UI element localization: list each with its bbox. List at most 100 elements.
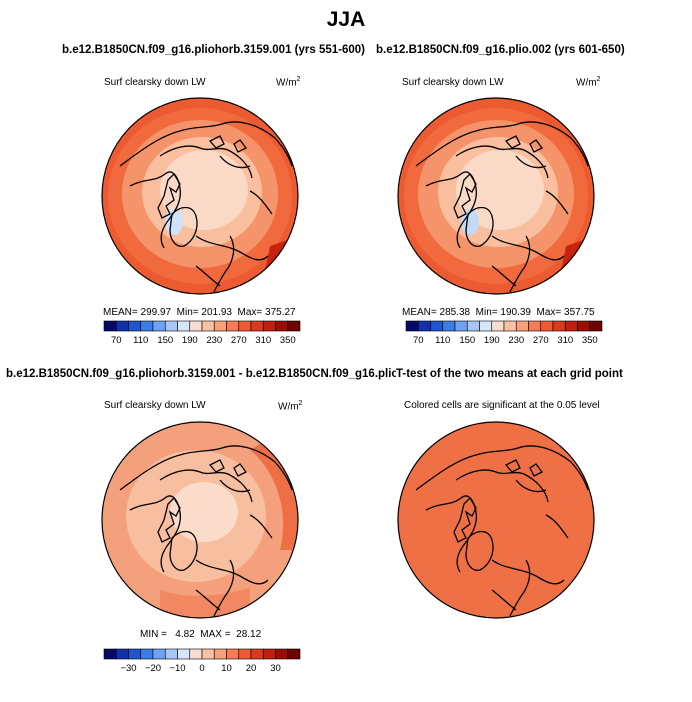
p3-field-south-warm	[160, 588, 250, 618]
p3-coastline-4	[169, 530, 198, 571]
p1-colorbar-box-1	[115, 320, 129, 332]
panel4-note: Colored cells are significant at the 0.0…	[404, 400, 600, 411]
p3-colorbar-box-10	[226, 648, 240, 660]
p1-colorbar-box-13	[262, 320, 276, 332]
panel2-colorbar: 70 110 150 190 230 270 310 350	[405, 320, 603, 346]
p1-colorbar-tick-label: 230	[206, 335, 222, 346]
p3-colorbar-box-0	[103, 648, 117, 660]
panel4-polar-map	[397, 421, 595, 619]
p3-colorbar-box-5	[164, 648, 178, 660]
p2-colorbar-box-4	[454, 320, 468, 332]
p1-colorbar-tick-label: 150	[157, 335, 173, 346]
p3-colorbar-box-13	[262, 648, 276, 660]
p1-colorbar-tick-label: 70	[111, 335, 122, 346]
panel3-variable-label: Surf clearsky down LW	[104, 400, 206, 411]
p3-colorbar-box-1	[115, 648, 129, 660]
p2-coastline-6	[515, 155, 569, 215]
p2-coastline-0	[415, 121, 589, 167]
panel1-colorbar: 70 110 150 190 230 270 310 350	[103, 320, 301, 346]
p2-colorbar-box-2	[430, 320, 444, 332]
p3-coastline-6	[219, 479, 273, 539]
p2-colorbar-box-15	[589, 320, 603, 332]
p1-colorbar-box-6	[177, 320, 191, 332]
p2-colorbar-tick-label: 150	[459, 335, 475, 346]
p2-coastline-4	[465, 206, 494, 247]
p1-colorbar-tick-label: 310	[255, 335, 271, 346]
p3-coastline-5	[195, 559, 269, 585]
p2-colorbar-box-14	[577, 320, 591, 332]
p1-field-greenland-low	[165, 209, 183, 235]
p2-coastline-5	[491, 235, 565, 261]
p1-coastline-7	[195, 235, 235, 293]
p1-colorbar-box-7	[189, 320, 203, 332]
p4-coastline-3	[453, 496, 477, 543]
p1-coastline-3	[157, 172, 181, 219]
p4-coastline-5	[491, 559, 565, 585]
figure-title: JJA	[326, 8, 366, 31]
panel3-colorbar: −30 −20 −10 0 10 20 30	[103, 648, 301, 674]
panel2-units: W/m2	[576, 76, 601, 89]
p3-coastline-8	[208, 459, 247, 477]
panel2-title: b.e12.B1850CN.f09_g16.plio.002 (yrs 601-…	[376, 44, 625, 56]
panel3-polar-map	[101, 421, 299, 619]
p1-colorbar-tick-label: 350	[280, 335, 296, 346]
p2-map-border	[397, 97, 595, 295]
panel3-stats: MIN = 4.82 MAX = 28.12	[140, 629, 262, 640]
p2-colorbar-box-8	[503, 320, 517, 332]
p1-colorbar-box-10	[226, 320, 240, 332]
p4-coastline-7	[491, 559, 531, 617]
p1-colorbar-box-9	[213, 320, 227, 332]
p3-coastline-0	[119, 445, 293, 491]
p1-colorbar-box-11	[238, 320, 252, 332]
p2-colorbar-box-12	[552, 320, 566, 332]
p2-colorbar-box-13	[564, 320, 578, 332]
panel2-stats: MEAN= 285.38 Min= 190.39 Max= 357.75	[402, 307, 595, 318]
p4-coastline-8	[504, 459, 543, 477]
panel4-title: T-test of the two means at each grid poi…	[396, 368, 623, 380]
p2-field-arctic-core	[456, 150, 544, 230]
p1-coastline-2	[129, 171, 182, 249]
p1-colorbar-box-15	[287, 320, 301, 332]
p3-colorbar-box-9	[213, 648, 227, 660]
p3-colorbar-box-6	[177, 648, 191, 660]
p1-colorbar-box-4	[152, 320, 166, 332]
p3-colorbar-tick-label: −10	[169, 663, 185, 674]
p3-colorbar-tick-label: 20	[246, 663, 257, 674]
p2-colorbar-tick-label: 190	[484, 335, 500, 346]
panel3-title: b.e12.B1850CN.f09_g16.pliohorb.3159.001 …	[6, 368, 421, 380]
p3-field-arctic-core	[170, 482, 238, 542]
p4-coastline-6	[515, 479, 569, 539]
p3-colorbar-box-3	[140, 648, 154, 660]
p1-colorbar-box-5	[164, 320, 178, 332]
p1-field-arctic-core	[160, 150, 248, 230]
p4-coastline-1	[455, 469, 549, 503]
p2-colorbar-tick-label: 70	[413, 335, 424, 346]
p1-coastline-4	[169, 206, 198, 247]
p4-map-border	[397, 421, 595, 619]
panel3-units: W/m2	[278, 400, 303, 413]
p2-colorbar-box-3	[442, 320, 456, 332]
p3-colorbar-box-12	[250, 648, 264, 660]
p2-field-greenland-low	[461, 209, 479, 235]
p1-coastline-0	[119, 121, 293, 167]
p2-colorbar-box-0	[405, 320, 419, 332]
p3-colorbar-tick-label: −30	[120, 663, 136, 674]
panel1-polar-map	[101, 97, 299, 295]
p2-colorbar-box-7	[491, 320, 505, 332]
p1-colorbar-box-12	[250, 320, 264, 332]
p1-colorbar-tick-label: 110	[133, 335, 148, 346]
p3-colorbar-box-14	[275, 648, 289, 660]
p3-colorbar-box-4	[152, 648, 166, 660]
p2-colorbar-box-11	[540, 320, 554, 332]
p1-colorbar-box-2	[128, 320, 142, 332]
p2-colorbar-tick-label: 230	[508, 335, 524, 346]
p3-colorbar-box-7	[189, 648, 203, 660]
p1-colorbar-box-3	[140, 320, 154, 332]
p2-colorbar-tick-label: 350	[582, 335, 598, 346]
p2-colorbar-box-9	[515, 320, 529, 332]
p4-coastline-2	[425, 495, 478, 573]
p3-map-border	[101, 421, 299, 619]
p2-coastline-2	[425, 171, 478, 249]
p2-coastline-1	[455, 145, 549, 179]
p2-colorbar-box-10	[528, 320, 542, 332]
